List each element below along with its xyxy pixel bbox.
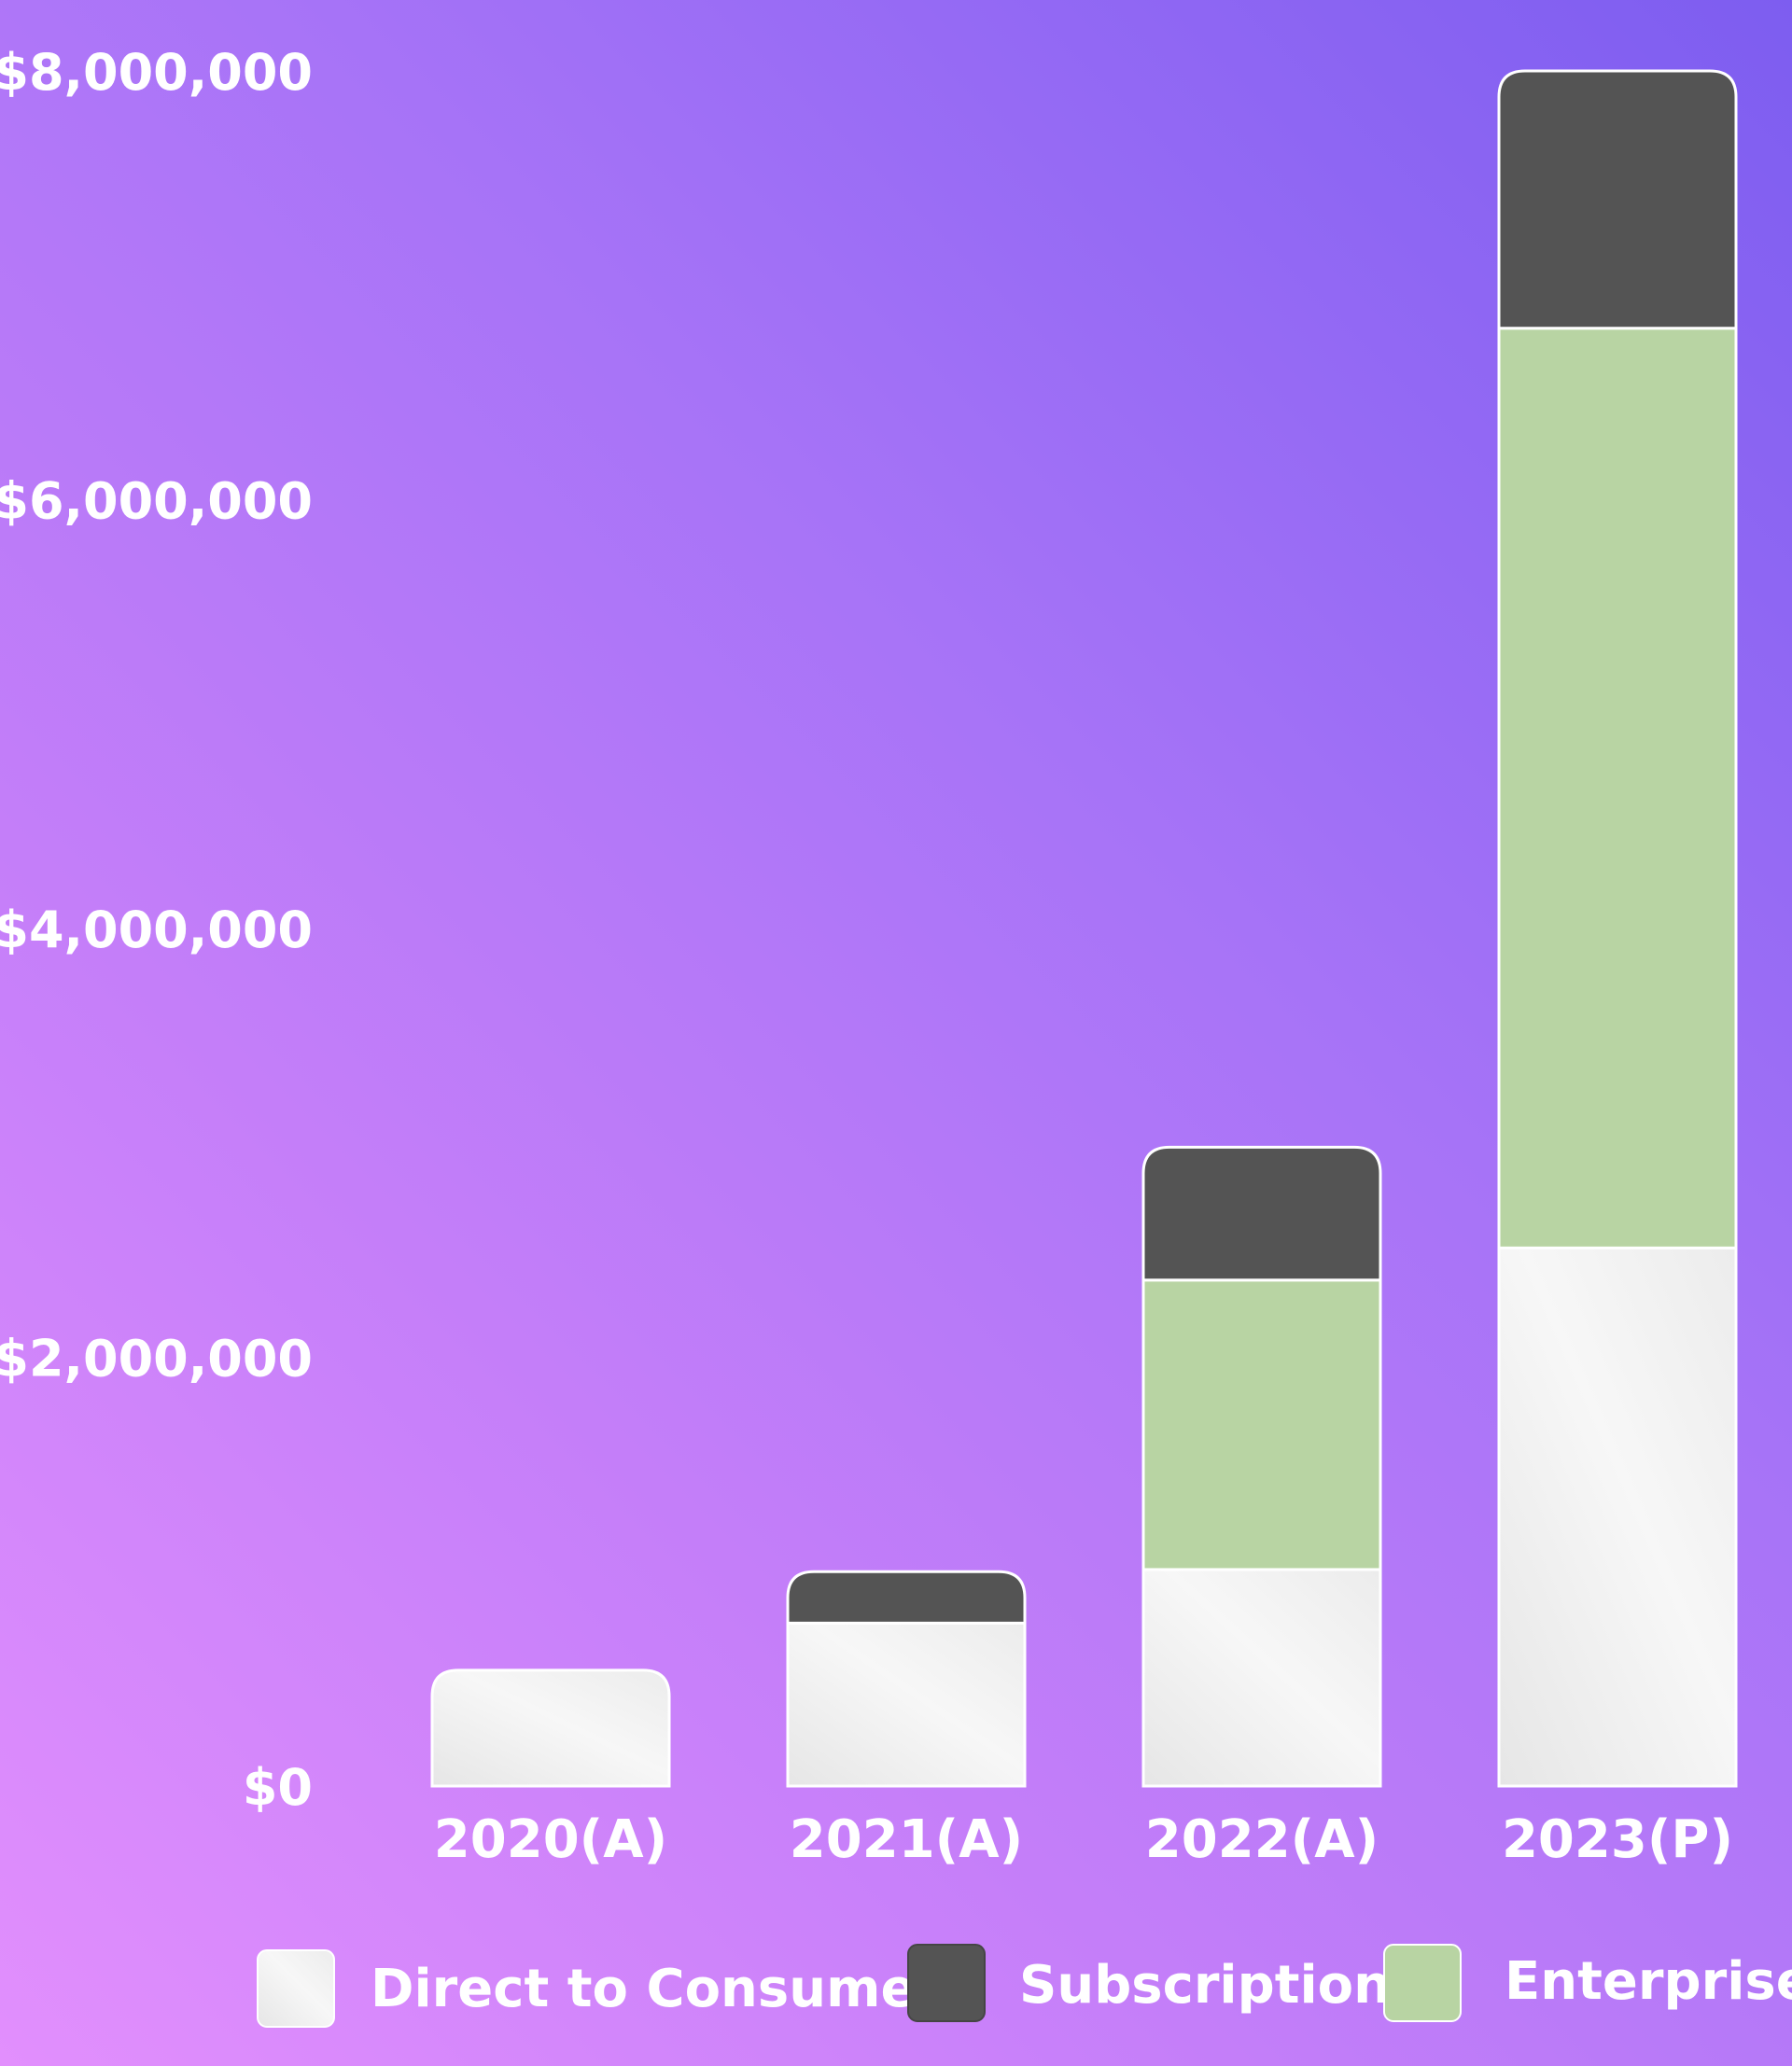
x-tick-label: 2022(A) bbox=[1145, 1809, 1379, 1870]
legend: Direct to Consumer Subscription Enterprise bbox=[257, 1944, 1792, 2028]
y-axis: $0 $2,000,000 $4,000,000 $6,000,000 $8,000,0… bbox=[0, 43, 313, 1817]
bars bbox=[430, 69, 1738, 1788]
legend-swatch bbox=[1383, 1944, 1462, 2022]
bar-subscription-2023-p bbox=[1497, 69, 1738, 330]
bar-group-2023-p bbox=[1497, 69, 1738, 1788]
bar-group-2020-a bbox=[430, 1668, 671, 1788]
legend-swatch bbox=[907, 1944, 986, 2022]
x-tick-label: 2023(P) bbox=[1502, 1809, 1733, 1870]
bar-direct-to-consumer-2021-a bbox=[786, 1621, 1027, 1788]
bar-group-2022-a bbox=[1141, 1145, 1382, 1788]
legend-item-direct-to-consumer: Direct to Consumer bbox=[257, 1949, 942, 2028]
y-tick-label: $2,000,000 bbox=[0, 1330, 313, 1389]
bar-enterprise-2022-a bbox=[1141, 1278, 1382, 1571]
legend-label: Subscription bbox=[1019, 1955, 1391, 2016]
x-tick-label: 2020(A) bbox=[434, 1809, 667, 1870]
bar-direct-to-consumer-2022-a bbox=[1141, 1568, 1382, 1788]
bar-subscription-2021-a bbox=[786, 1570, 1027, 1625]
y-tick-label: $8,000,000 bbox=[0, 43, 313, 102]
bar-enterprise-2023-p bbox=[1497, 327, 1738, 1249]
legend-item-enterprise: Enterprise bbox=[1383, 1944, 1792, 2022]
legend-label: Enterprise bbox=[1505, 1951, 1792, 2012]
bar-direct-to-consumer-2020-a bbox=[430, 1668, 671, 1788]
y-tick-label: $6,000,000 bbox=[0, 472, 313, 531]
legend-swatch bbox=[257, 1949, 335, 2028]
x-tick-label: 2021(A) bbox=[790, 1809, 1023, 1870]
bar-direct-to-consumer-2023-p bbox=[1497, 1246, 1738, 1788]
legend-item-subscription: Subscription bbox=[907, 1944, 1391, 2022]
y-tick-label: $0 bbox=[243, 1758, 313, 1817]
legend-label: Direct to Consumer bbox=[371, 1959, 942, 2019]
y-tick-label: $4,000,000 bbox=[0, 900, 313, 959]
bar-group-2021-a bbox=[786, 1570, 1027, 1788]
bar-subscription-2022-a bbox=[1141, 1145, 1382, 1282]
x-axis: 2020(A) 2021(A) 2022(A) 2023(P) bbox=[434, 1809, 1733, 1870]
